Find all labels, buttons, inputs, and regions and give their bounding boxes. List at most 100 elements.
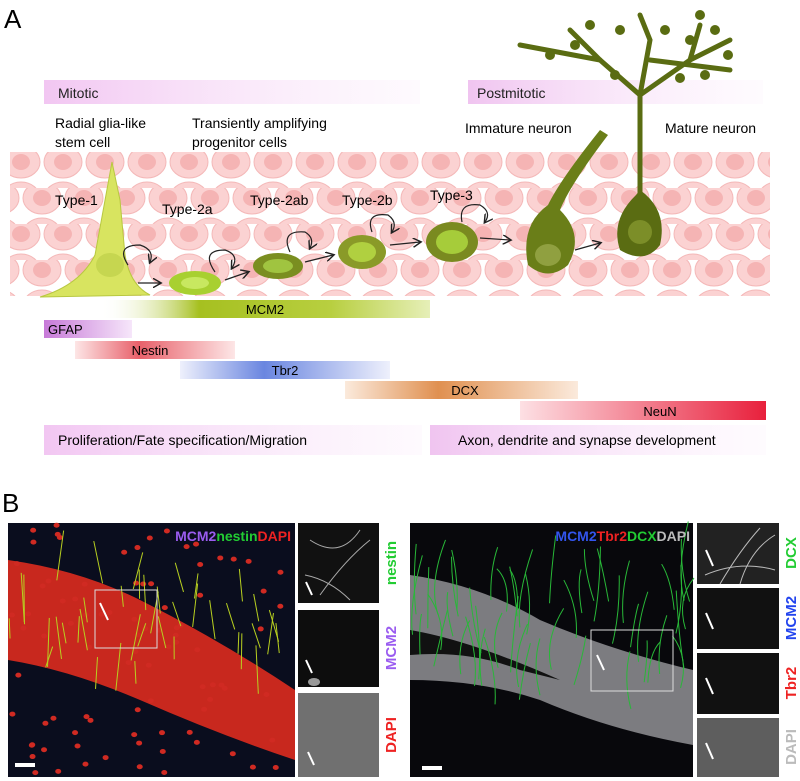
dcx-fiber [483, 636, 496, 705]
dcx-fiber [516, 623, 528, 688]
nestin-fiber [172, 601, 182, 627]
dcx-channel-panel [697, 523, 779, 584]
nestin-fiber [143, 574, 147, 611]
dcx-fiber [680, 521, 689, 601]
nucleus-dot [83, 714, 90, 720]
arrow-right-main [596, 654, 605, 671]
dcx-fiber [647, 641, 661, 683]
mcm2-positive-nucleus [308, 678, 320, 686]
mature-neuron-dendrites [517, 12, 733, 213]
dcx-label: DCX [451, 383, 479, 398]
nucleus-dot [217, 555, 224, 561]
mcm2-channel-panel-right [697, 588, 779, 649]
type-2ab-label: Type-2ab [250, 192, 309, 208]
nestin-fiber [120, 585, 124, 607]
nucleus-dot [161, 605, 168, 611]
dcx-fiber [419, 613, 423, 655]
nucleus-dot [277, 603, 284, 609]
mitotic-label: Mitotic [58, 85, 98, 101]
nucleus-dot [106, 610, 113, 616]
type-3-label: Type-3 [430, 187, 473, 203]
nestin-fiber [47, 617, 50, 667]
nestin-fiber [240, 633, 243, 670]
nucleus-dot [193, 739, 200, 745]
radial-glia-label-2: stem cell [55, 134, 110, 150]
nucleus-dot [8, 612, 15, 618]
nucleus-dot [249, 764, 256, 770]
nestin-fiber [209, 600, 216, 640]
nestin-micrograph [8, 522, 295, 777]
nucleus-dot [30, 527, 37, 533]
dapi-channel-panel [298, 693, 379, 777]
gfap-bar [44, 320, 132, 338]
nestin-fiber [134, 661, 137, 684]
nucleus-dot [42, 720, 49, 726]
nestin-fiber [193, 573, 199, 599]
nucleus-dot [55, 768, 62, 774]
nucleus-dot [81, 581, 88, 587]
nucleus-dot [183, 544, 190, 550]
postmitotic-bar [468, 80, 763, 104]
mcm2-channel-label-right: MCM2 [783, 596, 800, 640]
nucleus-dot [131, 616, 138, 622]
nestin-label: Nestin [132, 343, 169, 358]
dcx-fiber [518, 549, 534, 628]
nucleus-dot [207, 696, 214, 702]
mitotic-bar [44, 80, 420, 104]
nucleus-dot [197, 561, 204, 567]
nucleus-dot [260, 588, 267, 594]
nucleus-dot [82, 761, 89, 767]
nucleus-dot [136, 764, 143, 770]
nestin-fiber [225, 602, 236, 630]
type-2b-label: Type-2b [342, 192, 393, 208]
nucleus-dot [277, 569, 284, 575]
nucleus-dot [148, 581, 155, 587]
nucleus-dot [199, 684, 206, 690]
nucleus-dot [140, 581, 147, 587]
nestin-fiber [95, 657, 99, 689]
nucleus-dot [125, 660, 132, 666]
nucleus-dot [173, 639, 180, 645]
dcx-fiber [630, 603, 640, 648]
nestin-fiber [20, 572, 25, 623]
nucleus-dot [193, 541, 200, 547]
tbr2-channel-label: Tbr2 [783, 667, 800, 700]
dcx-fiber [596, 548, 610, 602]
nestin-channel-label: nestin [383, 541, 400, 585]
nucleus-dot [165, 644, 172, 650]
immature-neuron-label: Immature neuron [465, 120, 572, 136]
nestin-fiber [77, 616, 80, 643]
mature-neuron-nucleus [628, 220, 652, 244]
dcx-fiber [434, 539, 446, 615]
dcx-fiber [563, 579, 577, 639]
nestin-fiber [267, 613, 274, 655]
nucleus-dot [50, 715, 57, 721]
dcx-fiber [626, 651, 632, 710]
dcx-fiber [427, 593, 443, 650]
dcx-micrograph [410, 521, 695, 777]
nucleus-dot [121, 549, 128, 555]
process-bar-right [430, 425, 766, 455]
channel-arrows-right [705, 549, 714, 760]
channel-arrows-left [305, 581, 315, 766]
radial-glia-label: Radial glia-like [55, 115, 146, 131]
tbr2-channel-panel [697, 653, 779, 714]
nestin-fibers [304, 529, 371, 601]
nestin-fiber [275, 622, 280, 654]
nestin-fiber [115, 642, 122, 691]
mcm2-channel-label: MCM2 [383, 626, 400, 670]
dcx-fiber [549, 608, 565, 670]
dcx-fiber [680, 538, 691, 602]
dcx-channel-label: DCX [783, 537, 800, 569]
nucleus-dot [272, 764, 279, 770]
dcx-fiber [479, 628, 486, 687]
dcx-fiber [510, 596, 519, 673]
arrow-left-main [99, 602, 109, 621]
nucleus-dot [197, 592, 204, 598]
mcm2-bar [100, 300, 430, 318]
nestin-fiber [237, 632, 240, 654]
dcx-fiber [446, 592, 454, 637]
dcx-fiber [411, 555, 423, 635]
dcx-fiber [661, 563, 675, 610]
tap-label-2: progenitor cells [192, 134, 287, 150]
